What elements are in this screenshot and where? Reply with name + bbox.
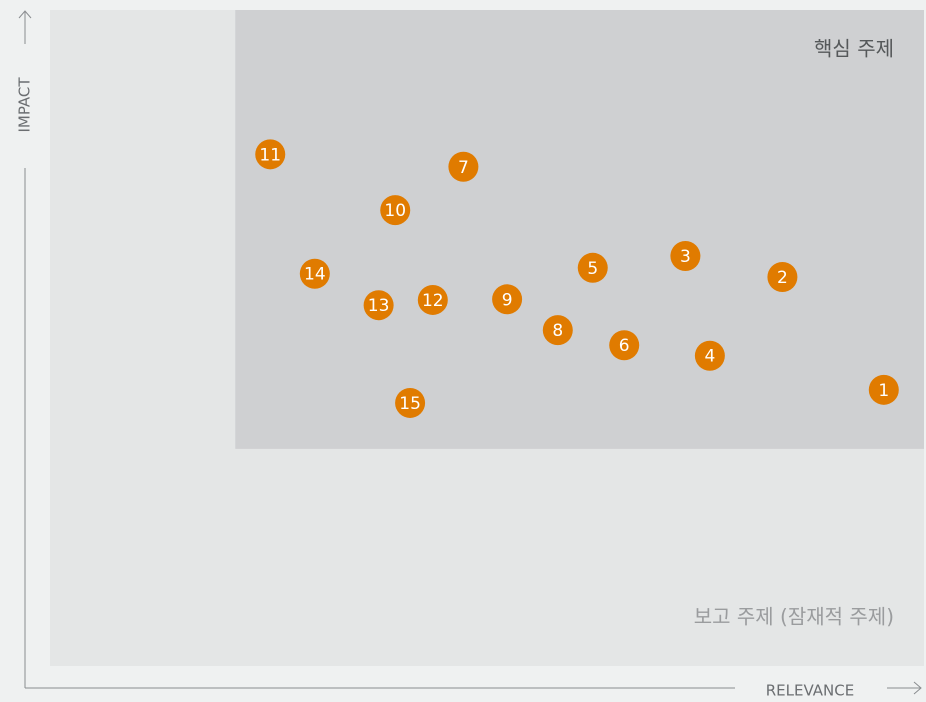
point-label: 2 [777, 268, 788, 288]
point-label: 14 [304, 265, 326, 285]
point [609, 330, 640, 361]
point [380, 195, 411, 226]
axes [18, 10, 922, 695]
x-axis-arrow [887, 681, 922, 695]
point-label: 10 [384, 201, 406, 221]
point-label: 15 [399, 394, 421, 414]
point [448, 151, 479, 182]
point-label: 13 [368, 296, 390, 316]
point-label: 8 [552, 321, 563, 341]
x-axis-label: RELEVANCE [766, 682, 854, 700]
point [417, 284, 448, 315]
region [235, 10, 925, 449]
point [670, 241, 701, 271]
point [767, 261, 798, 292]
point [542, 315, 573, 346]
point-label: 4 [704, 347, 715, 367]
point-label: 3 [680, 247, 691, 267]
y-axis-label: IMPACT [16, 77, 34, 133]
point [577, 252, 608, 283]
point-label: 1 [878, 381, 889, 401]
point [694, 340, 725, 371]
point [255, 139, 286, 170]
point [868, 374, 899, 405]
point-label: 6 [619, 336, 630, 356]
point-label: 7 [458, 158, 469, 178]
point [395, 387, 426, 418]
y-axis-arrow [18, 10, 32, 44]
point [363, 290, 394, 321]
point-label: 5 [587, 259, 598, 279]
point-label: 11 [259, 145, 281, 165]
region-label: 핵심 주제 [814, 37, 894, 61]
region-label: 보고 주제 (잠재적 주제) [694, 605, 894, 629]
point [492, 284, 523, 315]
point-label: 9 [502, 290, 513, 310]
point [299, 258, 330, 289]
point-label: 12 [422, 291, 444, 311]
